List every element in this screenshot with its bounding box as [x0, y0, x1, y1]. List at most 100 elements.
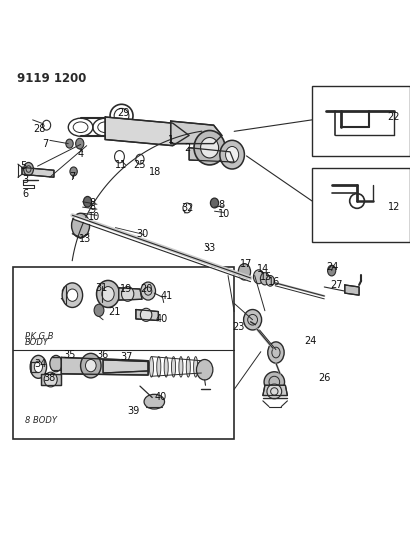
Ellipse shape — [220, 140, 245, 169]
Text: P,K,G,B: P,K,G,B — [25, 332, 55, 341]
Ellipse shape — [267, 384, 282, 399]
Bar — [312, 86, 410, 156]
Ellipse shape — [261, 273, 269, 285]
Text: 25: 25 — [133, 160, 145, 170]
Text: 13: 13 — [79, 233, 91, 244]
Ellipse shape — [268, 342, 284, 363]
Text: 10: 10 — [88, 212, 100, 222]
Ellipse shape — [244, 310, 262, 330]
Text: 23: 23 — [232, 322, 245, 332]
Text: 17: 17 — [240, 260, 253, 270]
Polygon shape — [119, 288, 142, 300]
Ellipse shape — [254, 270, 264, 284]
Text: 30: 30 — [136, 229, 148, 239]
Ellipse shape — [328, 265, 336, 276]
Text: 9119 1200: 9119 1200 — [17, 72, 86, 85]
Bar — [312, 168, 410, 242]
Text: 7: 7 — [43, 139, 49, 149]
Ellipse shape — [83, 197, 92, 207]
Ellipse shape — [149, 357, 153, 377]
Ellipse shape — [171, 357, 175, 377]
Text: 6: 6 — [22, 189, 28, 199]
Text: 40: 40 — [155, 313, 167, 324]
Ellipse shape — [186, 357, 190, 377]
Text: 38: 38 — [43, 373, 55, 383]
Text: 22: 22 — [388, 112, 400, 122]
Text: 5: 5 — [20, 161, 26, 171]
Polygon shape — [171, 121, 222, 143]
Ellipse shape — [62, 283, 83, 308]
Ellipse shape — [24, 163, 33, 175]
Text: 14: 14 — [257, 264, 269, 274]
Text: 34: 34 — [35, 359, 47, 369]
Ellipse shape — [238, 264, 251, 280]
Text: 27: 27 — [330, 280, 343, 290]
Ellipse shape — [264, 372, 284, 392]
Text: 35: 35 — [63, 350, 76, 360]
Ellipse shape — [50, 356, 62, 372]
Text: 9: 9 — [90, 205, 96, 215]
Ellipse shape — [66, 139, 73, 148]
Text: 21: 21 — [109, 306, 121, 317]
Ellipse shape — [72, 213, 90, 238]
Polygon shape — [136, 310, 158, 320]
Text: 24: 24 — [304, 336, 316, 346]
Ellipse shape — [81, 353, 101, 378]
Text: 36: 36 — [96, 350, 109, 360]
Ellipse shape — [94, 304, 104, 317]
Text: 10: 10 — [218, 209, 230, 219]
Text: 37: 37 — [121, 352, 133, 361]
Text: 29: 29 — [118, 108, 130, 118]
Polygon shape — [105, 117, 189, 146]
Text: 33: 33 — [203, 243, 216, 253]
Ellipse shape — [157, 357, 161, 377]
Bar — [13, 266, 234, 439]
Text: 4: 4 — [78, 149, 83, 159]
Text: 8: 8 — [90, 198, 96, 208]
Ellipse shape — [44, 372, 57, 387]
Ellipse shape — [97, 280, 120, 308]
Text: 1: 1 — [168, 134, 174, 144]
Text: 39: 39 — [128, 406, 140, 416]
Ellipse shape — [144, 394, 164, 409]
Polygon shape — [41, 374, 61, 385]
Ellipse shape — [196, 359, 213, 380]
Ellipse shape — [67, 289, 78, 301]
Polygon shape — [103, 360, 148, 373]
Ellipse shape — [76, 138, 84, 149]
Polygon shape — [263, 385, 287, 395]
Polygon shape — [189, 148, 234, 162]
Text: 7: 7 — [69, 172, 76, 182]
Text: 16: 16 — [268, 277, 280, 287]
Text: 31: 31 — [95, 283, 107, 293]
Ellipse shape — [122, 287, 134, 301]
Text: 3: 3 — [22, 175, 28, 185]
Ellipse shape — [201, 138, 219, 158]
Ellipse shape — [266, 276, 274, 286]
Text: 24: 24 — [326, 262, 339, 271]
Ellipse shape — [85, 359, 96, 372]
Polygon shape — [22, 167, 54, 177]
Text: 28: 28 — [33, 124, 46, 134]
Text: BODY: BODY — [25, 338, 49, 347]
Text: 41: 41 — [160, 291, 173, 301]
Ellipse shape — [194, 357, 198, 377]
Ellipse shape — [210, 198, 219, 208]
Ellipse shape — [141, 282, 155, 300]
Ellipse shape — [194, 131, 225, 165]
Text: 20: 20 — [140, 284, 152, 294]
Ellipse shape — [179, 357, 183, 377]
Ellipse shape — [102, 287, 114, 301]
Ellipse shape — [226, 147, 239, 163]
Text: 19: 19 — [120, 284, 132, 294]
Text: 18: 18 — [150, 167, 162, 177]
Text: 11: 11 — [115, 160, 128, 170]
Ellipse shape — [164, 357, 168, 377]
Text: 15: 15 — [260, 272, 272, 282]
Text: 26: 26 — [318, 373, 330, 383]
Text: 8 BODY: 8 BODY — [25, 416, 57, 425]
Text: 32: 32 — [181, 203, 193, 213]
Text: 12: 12 — [388, 202, 400, 212]
Polygon shape — [61, 358, 148, 375]
Ellipse shape — [141, 308, 152, 321]
